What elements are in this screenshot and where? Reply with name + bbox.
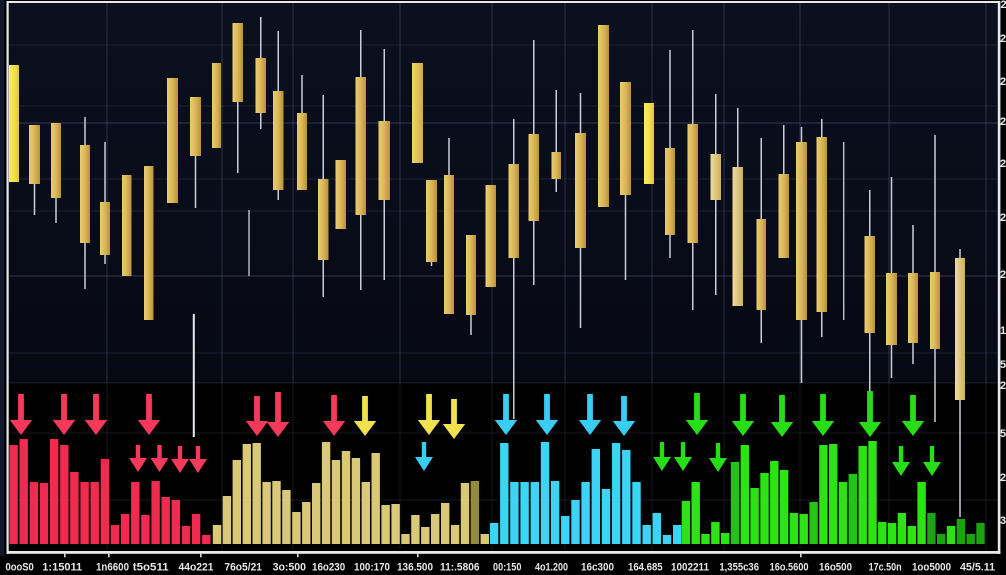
svg-text:1oo5000: 1oo5000 [912,562,951,574]
svg-text:11:.5806: 11:.5806 [440,562,480,574]
svg-text:0ooS0: 0ooS0 [6,562,34,574]
svg-text:44o221: 44o221 [179,562,214,574]
svg-text:16o500: 16o500 [819,562,852,574]
svg-text:136.500: 136.500 [397,562,433,574]
svg-text:16o.5600: 16o.5600 [770,562,809,574]
svg-text:2: 2 [1000,269,1006,281]
svg-text:17c.50n: 17c.50n [869,562,902,574]
svg-text:3: 3 [1000,515,1006,527]
svg-text:2: 2 [1000,76,1006,88]
svg-text:1n6600: 1n6600 [96,562,129,574]
svg-text:4o1.200: 4o1.200 [535,562,568,574]
svg-text:1: 1 [1000,325,1006,337]
svg-text:2: 2 [1000,212,1006,224]
svg-text:00:150: 00:150 [493,562,521,574]
svg-text:2: 2 [1001,0,1006,11]
svg-text:2: 2 [1000,33,1006,45]
svg-text:5: 5 [1000,359,1006,371]
svg-text:1:15011: 1:15011 [42,562,82,574]
svg-text:2: 2 [1000,116,1006,128]
svg-text:164.685: 164.685 [628,562,663,574]
svg-text:16o230: 16o230 [312,562,345,574]
svg-text:76o5/21: 76o5/21 [224,562,262,574]
svg-text:2: 2 [1000,472,1006,484]
svg-text:45/5.11: 45/5.11 [960,562,995,574]
svg-text:16c300: 16c300 [581,562,614,574]
svg-text:1,355c36: 1,355c36 [719,562,759,574]
svg-text:2: 2 [1000,158,1006,170]
svg-text:100:170: 100:170 [354,562,390,574]
svg-text:t5o511: t5o511 [133,562,169,574]
svg-text:1002211: 1002211 [671,562,709,574]
svg-text:3o:500: 3o:500 [273,562,306,574]
svg-text:2: 2 [1000,380,1006,392]
svg-text:5: 5 [1000,428,1006,440]
